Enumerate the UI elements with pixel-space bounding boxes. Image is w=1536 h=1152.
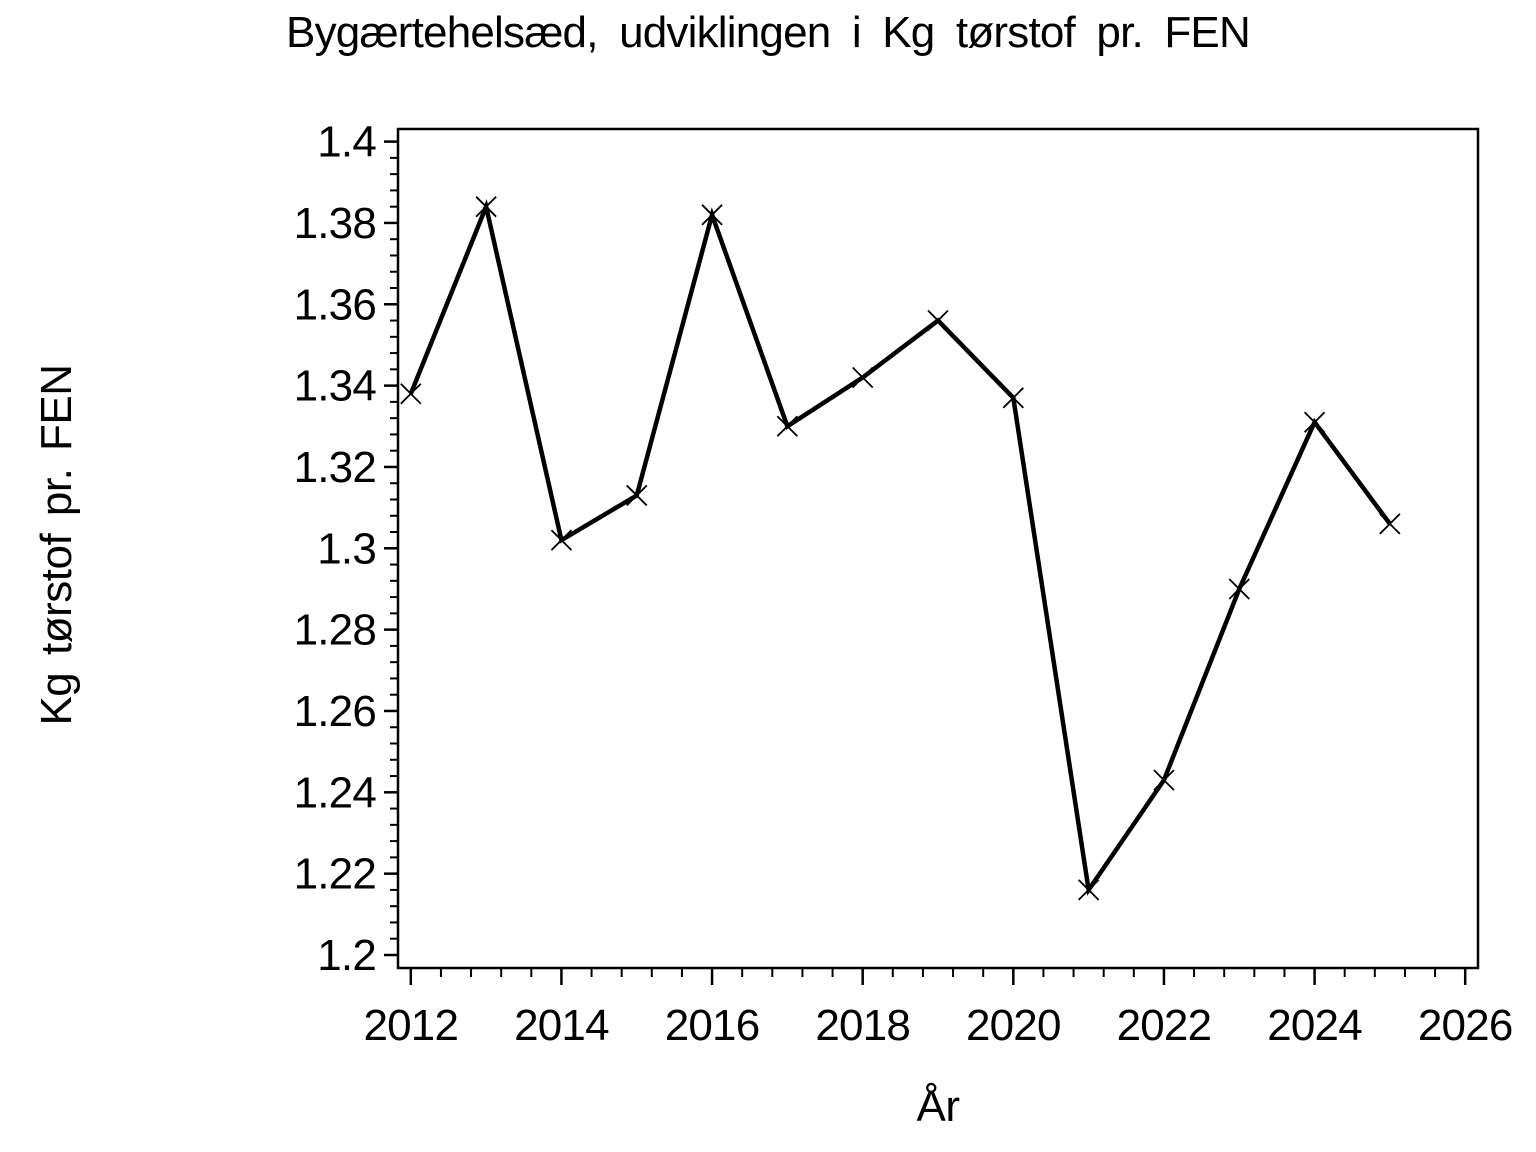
- y-tick-label: 1.22: [294, 850, 376, 899]
- data-point-marker: [400, 383, 422, 405]
- data-point-marker: [701, 204, 723, 226]
- x-tick-label: 2012: [363, 1001, 458, 1050]
- data-point-marker: [1228, 578, 1250, 600]
- data-point-marker: [852, 366, 874, 389]
- y-tick-label: 1.36: [294, 280, 376, 329]
- x-tick-label: 2014: [514, 1001, 609, 1050]
- data-line: [408, 199, 1392, 896]
- plot-frame: [396, 127, 1480, 970]
- data-point-marker: [1153, 769, 1175, 791]
- data-point-marker: [550, 529, 573, 551]
- y-tick-label: 1.3: [317, 524, 376, 573]
- chart-title: Bygærtehelsæd, udviklingen i Kg tørstof …: [286, 8, 1251, 57]
- data-point-marker: [626, 484, 648, 507]
- x-tick-label: 2026: [1418, 1001, 1513, 1050]
- x-tick-label: 2018: [815, 1001, 910, 1050]
- data-point-marker: [1379, 513, 1401, 535]
- data-point-marker: [776, 415, 799, 437]
- y-tick-label: 1.34: [294, 362, 377, 411]
- y-tick-label: 1.4: [317, 118, 376, 167]
- y-tick-label: 1.38: [294, 199, 376, 248]
- data-point-marker: [1303, 411, 1326, 433]
- x-tick-label: 2016: [665, 1001, 760, 1050]
- y-tick-label: 1.32: [294, 443, 376, 492]
- data-point-marker: [927, 309, 949, 332]
- x-axis-title: År: [916, 1082, 961, 1131]
- y-tick-label: 1.24: [294, 768, 377, 817]
- y-tick-label: 1.2: [317, 931, 376, 980]
- x-tick-label: 2024: [1267, 1001, 1362, 1050]
- x-tick-label: 2020: [966, 1001, 1061, 1050]
- y-tick-label: 1.26: [294, 687, 376, 736]
- y-tick-label: 1.28: [294, 606, 376, 655]
- data-point-marker: [475, 196, 497, 218]
- data-point-marker: [1002, 387, 1024, 409]
- x-tick-label: 2022: [1117, 1001, 1212, 1050]
- data-point-marker: [1077, 879, 1100, 901]
